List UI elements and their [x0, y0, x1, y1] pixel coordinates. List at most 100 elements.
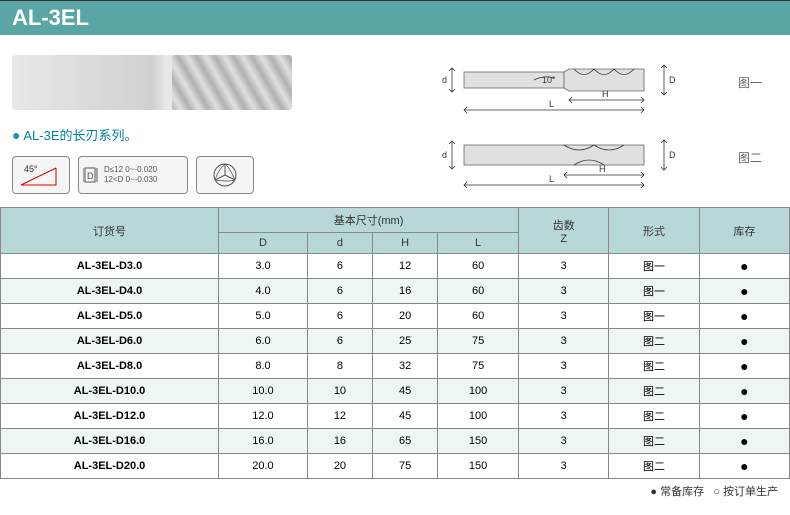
cell-d: 6 [307, 279, 372, 304]
product-description: ● AL-3E的长刃系列。 [12, 125, 385, 144]
cell-stock: ● [699, 454, 789, 479]
cell-Z: 3 [519, 429, 609, 454]
cell-form: 图二 [609, 354, 699, 379]
cell-L: 150 [438, 429, 519, 454]
cell-H: 16 [373, 279, 438, 304]
th-teeth: 齿数 Z [519, 208, 609, 254]
tolerance-icon: D D≤12 0~-0.020 12<D 0~-0.030 [78, 156, 188, 194]
footer-legend: ● 常备库存 ○ 按订单生产 [0, 479, 790, 503]
th-L: L [438, 233, 519, 254]
cell-L: 60 [438, 304, 519, 329]
cell-stock: ● [699, 429, 789, 454]
cell-order: AL-3EL-D3.0 [1, 254, 219, 279]
cell-stock: ● [699, 304, 789, 329]
table-row: AL-3EL-D4.04.0616603图一● [1, 279, 790, 304]
description-text: AL-3E的长刃系列。 [23, 128, 137, 143]
svg-text:H: H [602, 89, 609, 99]
cell-order: AL-3EL-D6.0 [1, 329, 219, 354]
cell-form: 图一 [609, 304, 699, 329]
th-d: d [307, 233, 372, 254]
cell-order: AL-3EL-D12.0 [1, 404, 219, 429]
cell-Z: 3 [519, 354, 609, 379]
cell-d: 6 [307, 254, 372, 279]
cell-form: 图二 [609, 379, 699, 404]
cell-order: AL-3EL-D4.0 [1, 279, 219, 304]
cell-Z: 3 [519, 279, 609, 304]
cell-D: 8.0 [219, 354, 308, 379]
svg-text:d: d [442, 150, 447, 160]
th-D: D [219, 233, 308, 254]
th-H: H [373, 233, 438, 254]
cell-stock: ● [699, 329, 789, 354]
cell-D: 5.0 [219, 304, 308, 329]
svg-text:D: D [87, 171, 94, 181]
cell-d: 12 [307, 404, 372, 429]
cell-L: 100 [438, 404, 519, 429]
page-header: AL-3EL [0, 0, 790, 35]
flute-icon [196, 156, 254, 194]
cell-d: 6 [307, 304, 372, 329]
table-row: AL-3EL-D8.08.0832753图二● [1, 354, 790, 379]
cell-stock: ● [699, 404, 789, 429]
svg-text:H: H [599, 164, 606, 174]
legend-stock: ● 常备库存 [650, 486, 704, 498]
svg-text:D: D [669, 75, 676, 85]
cell-form: 图一 [609, 254, 699, 279]
cell-form: 图二 [609, 454, 699, 479]
cell-order: AL-3EL-D10.0 [1, 379, 219, 404]
diagram-2: D d H L 图二 [405, 125, 778, 190]
cell-L: 60 [438, 254, 519, 279]
cell-L: 75 [438, 329, 519, 354]
spec-table: 订货号 基本尺寸(mm) 齿数 Z 形式 库存 D d H L AL-3EL-D… [0, 207, 790, 479]
cell-D: 6.0 [219, 329, 308, 354]
table-body: AL-3EL-D3.03.0612603图一●AL-3EL-D4.04.0616… [1, 254, 790, 479]
table-row: AL-3EL-D20.020.020751503图二● [1, 454, 790, 479]
cell-H: 12 [373, 254, 438, 279]
cell-D: 16.0 [219, 429, 308, 454]
table-row: AL-3EL-D5.05.0620603图一● [1, 304, 790, 329]
right-column: D d H L 10° 图一 D d H [405, 45, 778, 194]
cell-stock: ● [699, 279, 789, 304]
bullet-icon: ● [12, 127, 20, 143]
cell-d: 6 [307, 329, 372, 354]
cell-H: 65 [373, 429, 438, 454]
table-row: AL-3EL-D10.010.010451003图二● [1, 379, 790, 404]
th-order: 订货号 [1, 208, 219, 254]
table-row: AL-3EL-D3.03.0612603图一● [1, 254, 790, 279]
cell-D: 10.0 [219, 379, 308, 404]
cell-H: 25 [373, 329, 438, 354]
cell-L: 150 [438, 454, 519, 479]
cell-Z: 3 [519, 254, 609, 279]
angle-icon: 45° [12, 156, 70, 194]
th-stock: 库存 [699, 208, 789, 254]
svg-text:L: L [549, 99, 554, 109]
cell-form: 图一 [609, 279, 699, 304]
cell-L: 60 [438, 279, 519, 304]
cell-order: AL-3EL-D20.0 [1, 454, 219, 479]
cell-stock: ● [699, 354, 789, 379]
svg-text:D: D [669, 150, 676, 160]
svg-text:d: d [442, 75, 447, 85]
diagram-1: D d H L 10° 图一 [405, 50, 778, 115]
legend-order: ○ 按订单生产 [713, 486, 778, 498]
cell-form: 图二 [609, 429, 699, 454]
cell-D: 4.0 [219, 279, 308, 304]
cell-H: 45 [373, 379, 438, 404]
th-dims: 基本尺寸(mm) [219, 208, 519, 233]
diagram-2-label: 图二 [738, 149, 778, 166]
cell-d: 8 [307, 354, 372, 379]
svg-text:L: L [549, 174, 554, 184]
tolerance-line-2: 12<D 0~-0.030 [104, 175, 157, 185]
cell-order: AL-3EL-D8.0 [1, 354, 219, 379]
cell-Z: 3 [519, 454, 609, 479]
cell-L: 75 [438, 354, 519, 379]
cell-H: 45 [373, 404, 438, 429]
cell-Z: 3 [519, 304, 609, 329]
cell-stock: ● [699, 254, 789, 279]
cell-D: 3.0 [219, 254, 308, 279]
table-row: AL-3EL-D16.016.016651503图二● [1, 429, 790, 454]
table-row: AL-3EL-D12.012.012451003图二● [1, 404, 790, 429]
cell-form: 图二 [609, 404, 699, 429]
top-section: ● AL-3E的长刃系列。 45° D D≤12 0~-0.020 12<D 0… [0, 35, 790, 199]
cell-Z: 3 [519, 404, 609, 429]
